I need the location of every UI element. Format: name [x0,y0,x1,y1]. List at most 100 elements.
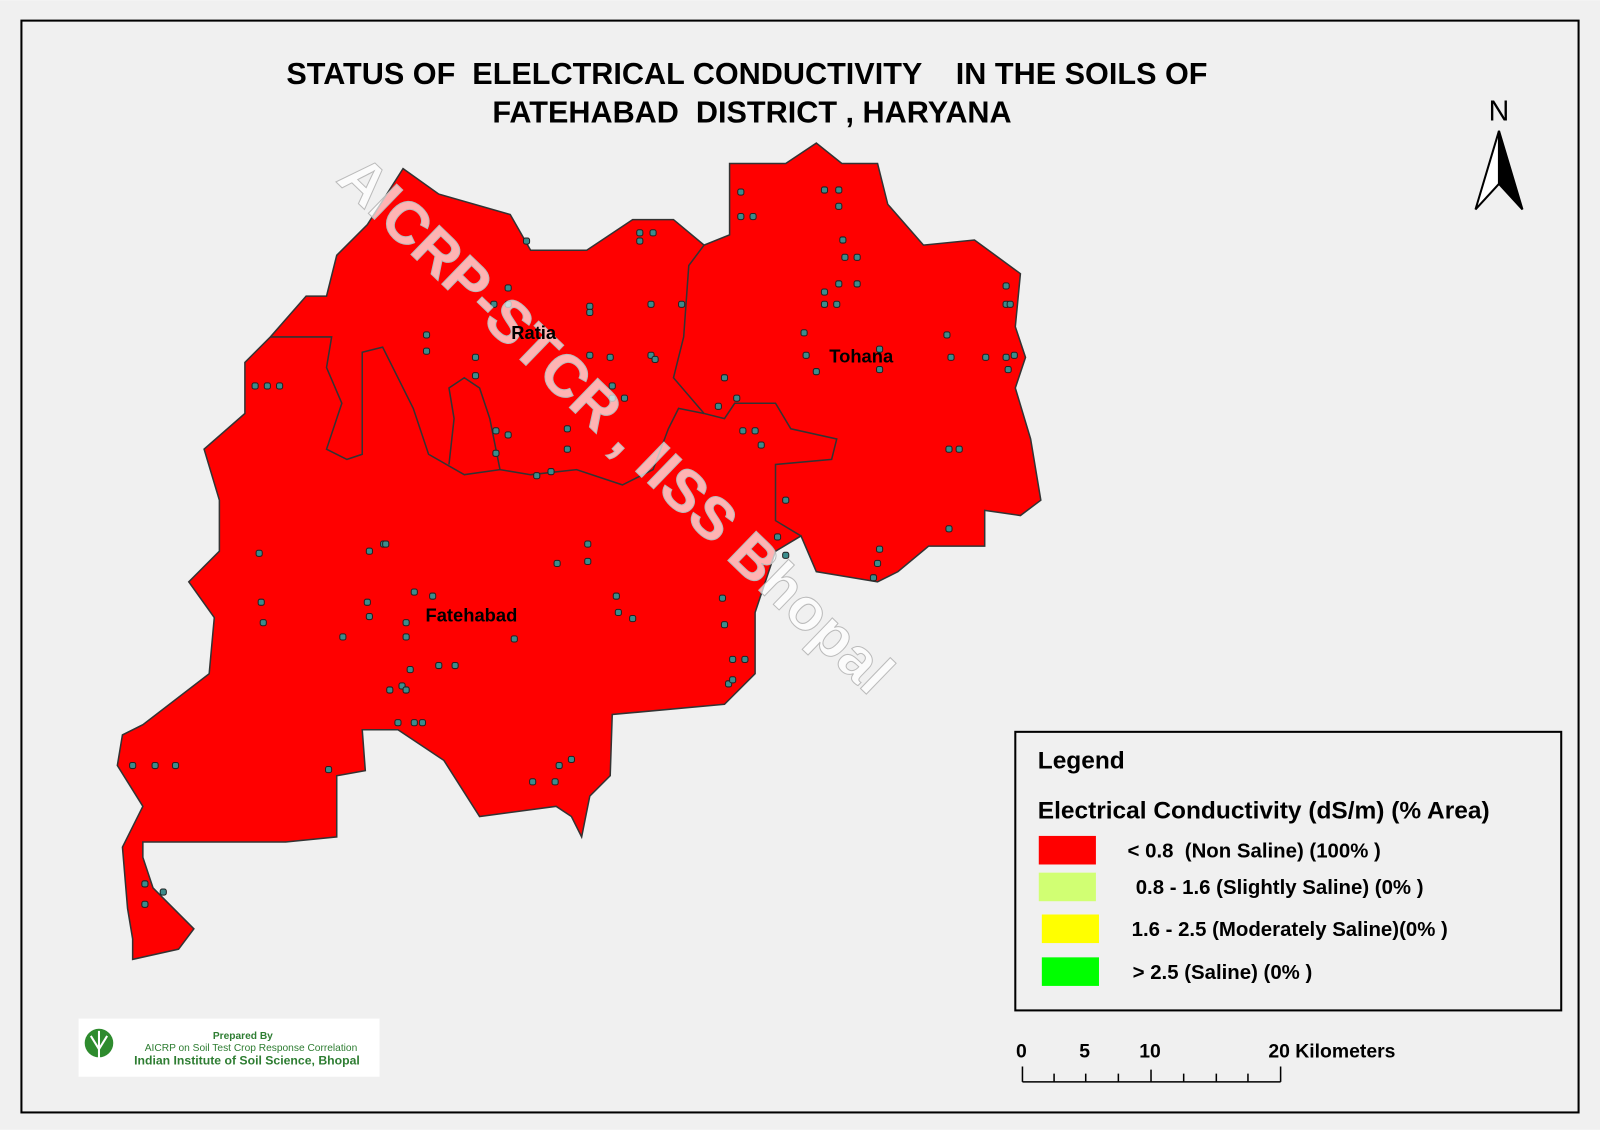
sample-point [757,441,765,449]
sample-point [529,778,537,786]
sample-point [251,382,259,390]
scale-bar: 0 5 10 20 Kilometers [1016,1040,1395,1083]
legend-box [1014,730,1563,1012]
sample-point [853,253,861,261]
sample-point [567,755,575,763]
sample-point [471,372,480,380]
legend: Legend Electrical Conductivity (dS/m) (%… [1014,730,1563,1012]
legend-label: 0.8 - 1.6 (Slightly Saline) (0% ) [1136,877,1424,899]
sample-point [325,766,333,774]
sample-point [555,761,563,770]
sample-point [490,300,498,308]
sample-point [553,559,561,568]
sample-point [255,549,263,557]
scale-label: 10 [1139,1040,1161,1062]
sample-point [451,661,459,670]
sample-point [873,559,882,568]
region-label: Fatehabad [426,605,518,626]
sample-point [839,236,847,244]
sample-point [471,353,480,361]
legend-subtitle: Electrical Conductivity (dS/m) (% Area) [1038,798,1490,825]
sample-point [853,280,861,288]
sample-point [141,900,149,908]
sample-point [608,394,616,402]
sample-point [800,329,808,337]
region-label: Ratia [511,322,557,343]
sample-point [614,608,622,617]
sample-point [435,661,443,670]
credit-line: Prepared By [213,1031,273,1042]
sample-point [612,592,620,600]
scale-ticks [1021,1066,1282,1082]
logo [89,1030,109,1062]
credit-line: Indian Institute of Soil Science, Bhopal [134,1053,360,1067]
sample-point [718,594,727,602]
sample-point [820,300,829,308]
sample-point [869,574,878,582]
sample-point [835,186,843,194]
north-label: N [1489,96,1510,128]
sample-point [820,288,829,296]
sample-point [714,402,722,410]
legend-swatch [1041,957,1099,986]
sample-point [737,212,745,221]
sample-point [1002,282,1010,290]
sample-point [339,633,347,641]
sample-point [402,633,410,641]
north-arrow [1497,130,1524,211]
legend-swatch [1038,835,1096,865]
credit: Prepared By AICRP on Soil Test Crop Resp… [78,1018,380,1077]
sample-point [749,212,757,221]
sample-point [382,540,390,548]
title-line: FATEHABAD DISTRICT , HARYANA [492,96,1011,130]
sample-point [533,472,541,480]
sample-point [1010,351,1018,359]
sample-point [737,188,745,196]
sample-point [773,533,782,541]
legend-title: Legend [1038,748,1125,775]
sample-point [945,445,953,453]
sample-point [820,186,829,194]
title-line: STATUS OF ELELCTRICAL CONDUCTIVITY IN TH… [286,57,1207,91]
sample-point [586,351,594,359]
sample-point [876,345,884,353]
sample-point [492,449,500,457]
sample-point [678,300,686,308]
sample-point [394,719,402,727]
sample-point [720,374,729,382]
sample-point [636,229,644,237]
sample-point [982,353,990,361]
sample-point [1004,366,1012,374]
legend-label: > 2.5 (Saline) (0% ) [1133,962,1313,984]
sample-point [522,237,531,245]
sample-point [429,592,437,600]
sample-point [733,394,741,402]
sample-point [151,761,159,770]
sample-point [802,351,810,359]
scale-label: 20 Kilometers [1268,1040,1395,1062]
sample-point [608,382,616,390]
sample-point [876,545,884,553]
scale-label: 5 [1079,1040,1090,1062]
sample-point [141,880,149,888]
sample-point [504,300,512,308]
sample-point [651,355,659,363]
sample-point [171,761,180,770]
sample-point [1002,353,1010,361]
sample-point [833,300,841,308]
legend-swatch [1038,872,1096,902]
sample-point [620,394,629,402]
region-boundary [270,336,705,486]
sample-point [406,666,414,674]
region-boundary [672,244,838,537]
sample-point [402,686,410,694]
sample-point [751,427,759,435]
sample-point [720,621,729,629]
sample-point [629,615,637,623]
sample-point [835,202,843,210]
scale-label: 0 [1016,1040,1027,1062]
sample-point [584,540,592,548]
sample-point [586,302,594,310]
sample-point [782,551,790,559]
legend-label: < 0.8 (Non Saline) (100% ) [1128,840,1381,862]
